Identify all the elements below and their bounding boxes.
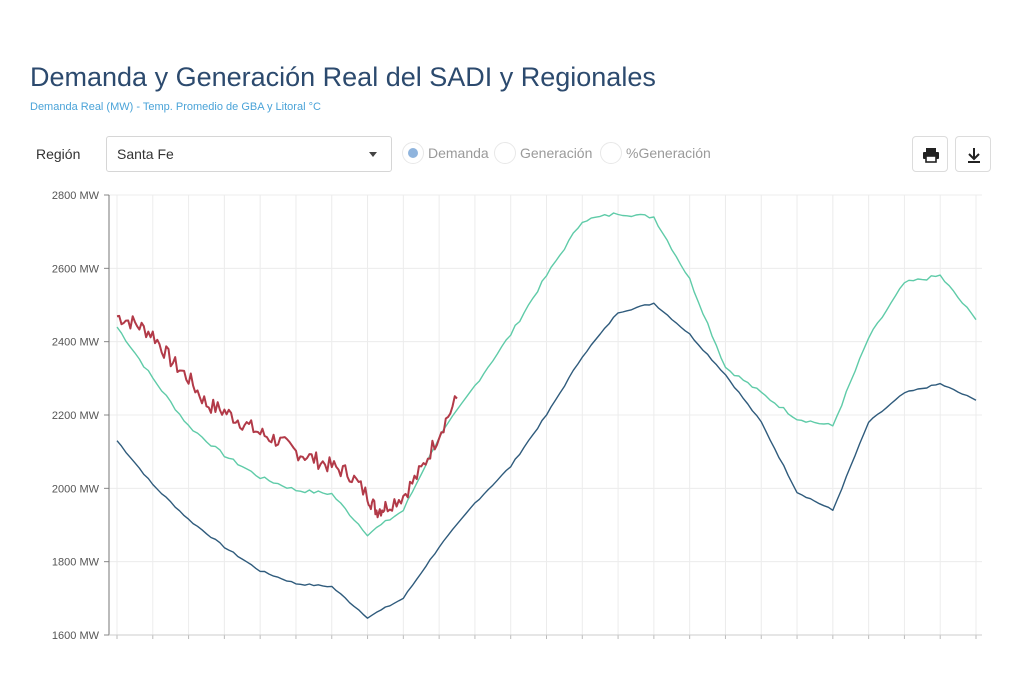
radio-generacion[interactable]: Generación — [494, 141, 592, 165]
page-title: Demanda y Generación Real del SADI y Reg… — [30, 62, 656, 92]
y-tick-label: 2800 MW — [52, 190, 100, 202]
radio-label: %Generación — [626, 145, 711, 161]
radio-label: Demanda — [428, 145, 489, 161]
y-tick-label: 2200 MW — [52, 410, 100, 422]
download-button[interactable] — [955, 136, 991, 172]
radio-selected-dot — [408, 148, 418, 158]
chevron-down-icon — [369, 152, 377, 157]
y-tick-label: 1600 MW — [52, 630, 100, 642]
radio-label: Generación — [520, 145, 593, 161]
radio-circle — [600, 142, 622, 164]
radio-circle — [494, 142, 516, 164]
radio-circle — [402, 142, 424, 164]
print-button[interactable] — [912, 136, 948, 172]
region-label: Región — [36, 146, 81, 162]
region-select-value: Santa Fe — [117, 146, 174, 162]
y-tick-label: 2600 MW — [52, 263, 100, 275]
page-subtitle: Demanda Real (MW) - Temp. Promedio de GB… — [30, 101, 321, 113]
y-tick-label: 2000 MW — [52, 483, 100, 495]
radio-demanda[interactable]: Demanda — [402, 141, 489, 165]
series-line-demand-prev — [116, 302, 977, 619]
series-line-demand-forecast — [116, 212, 977, 537]
series-line-demand-today — [116, 314, 458, 519]
region-select[interactable]: Santa Fe — [106, 136, 392, 172]
download-icon — [968, 148, 980, 163]
y-tick-label: 1800 MW — [52, 557, 100, 569]
print-icon — [923, 148, 939, 163]
radio-porcentaje-generacion[interactable]: %Generación — [600, 141, 711, 165]
y-tick-label: 2400 MW — [52, 337, 100, 349]
